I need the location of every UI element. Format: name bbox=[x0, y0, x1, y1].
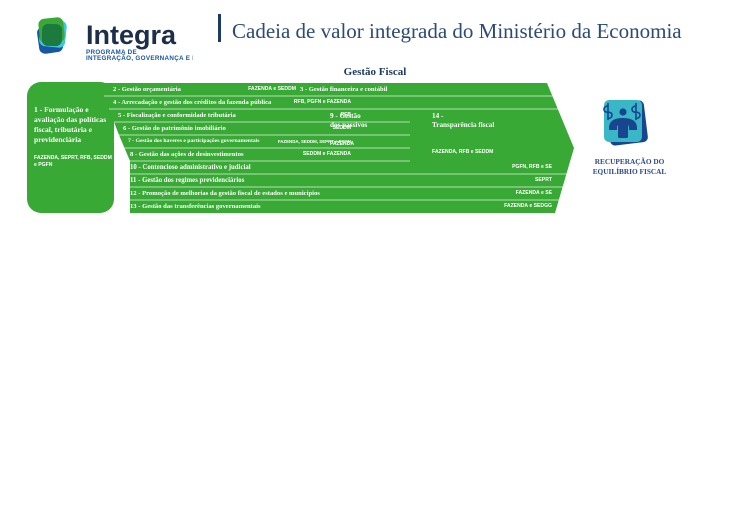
svg-text:Integra: Integra bbox=[86, 20, 177, 50]
svg-text:INTEGRAÇÃO, GOVERNANÇA E ESTRA: INTEGRAÇÃO, GOVERNANÇA E ESTRATÉGIA bbox=[86, 53, 193, 62]
